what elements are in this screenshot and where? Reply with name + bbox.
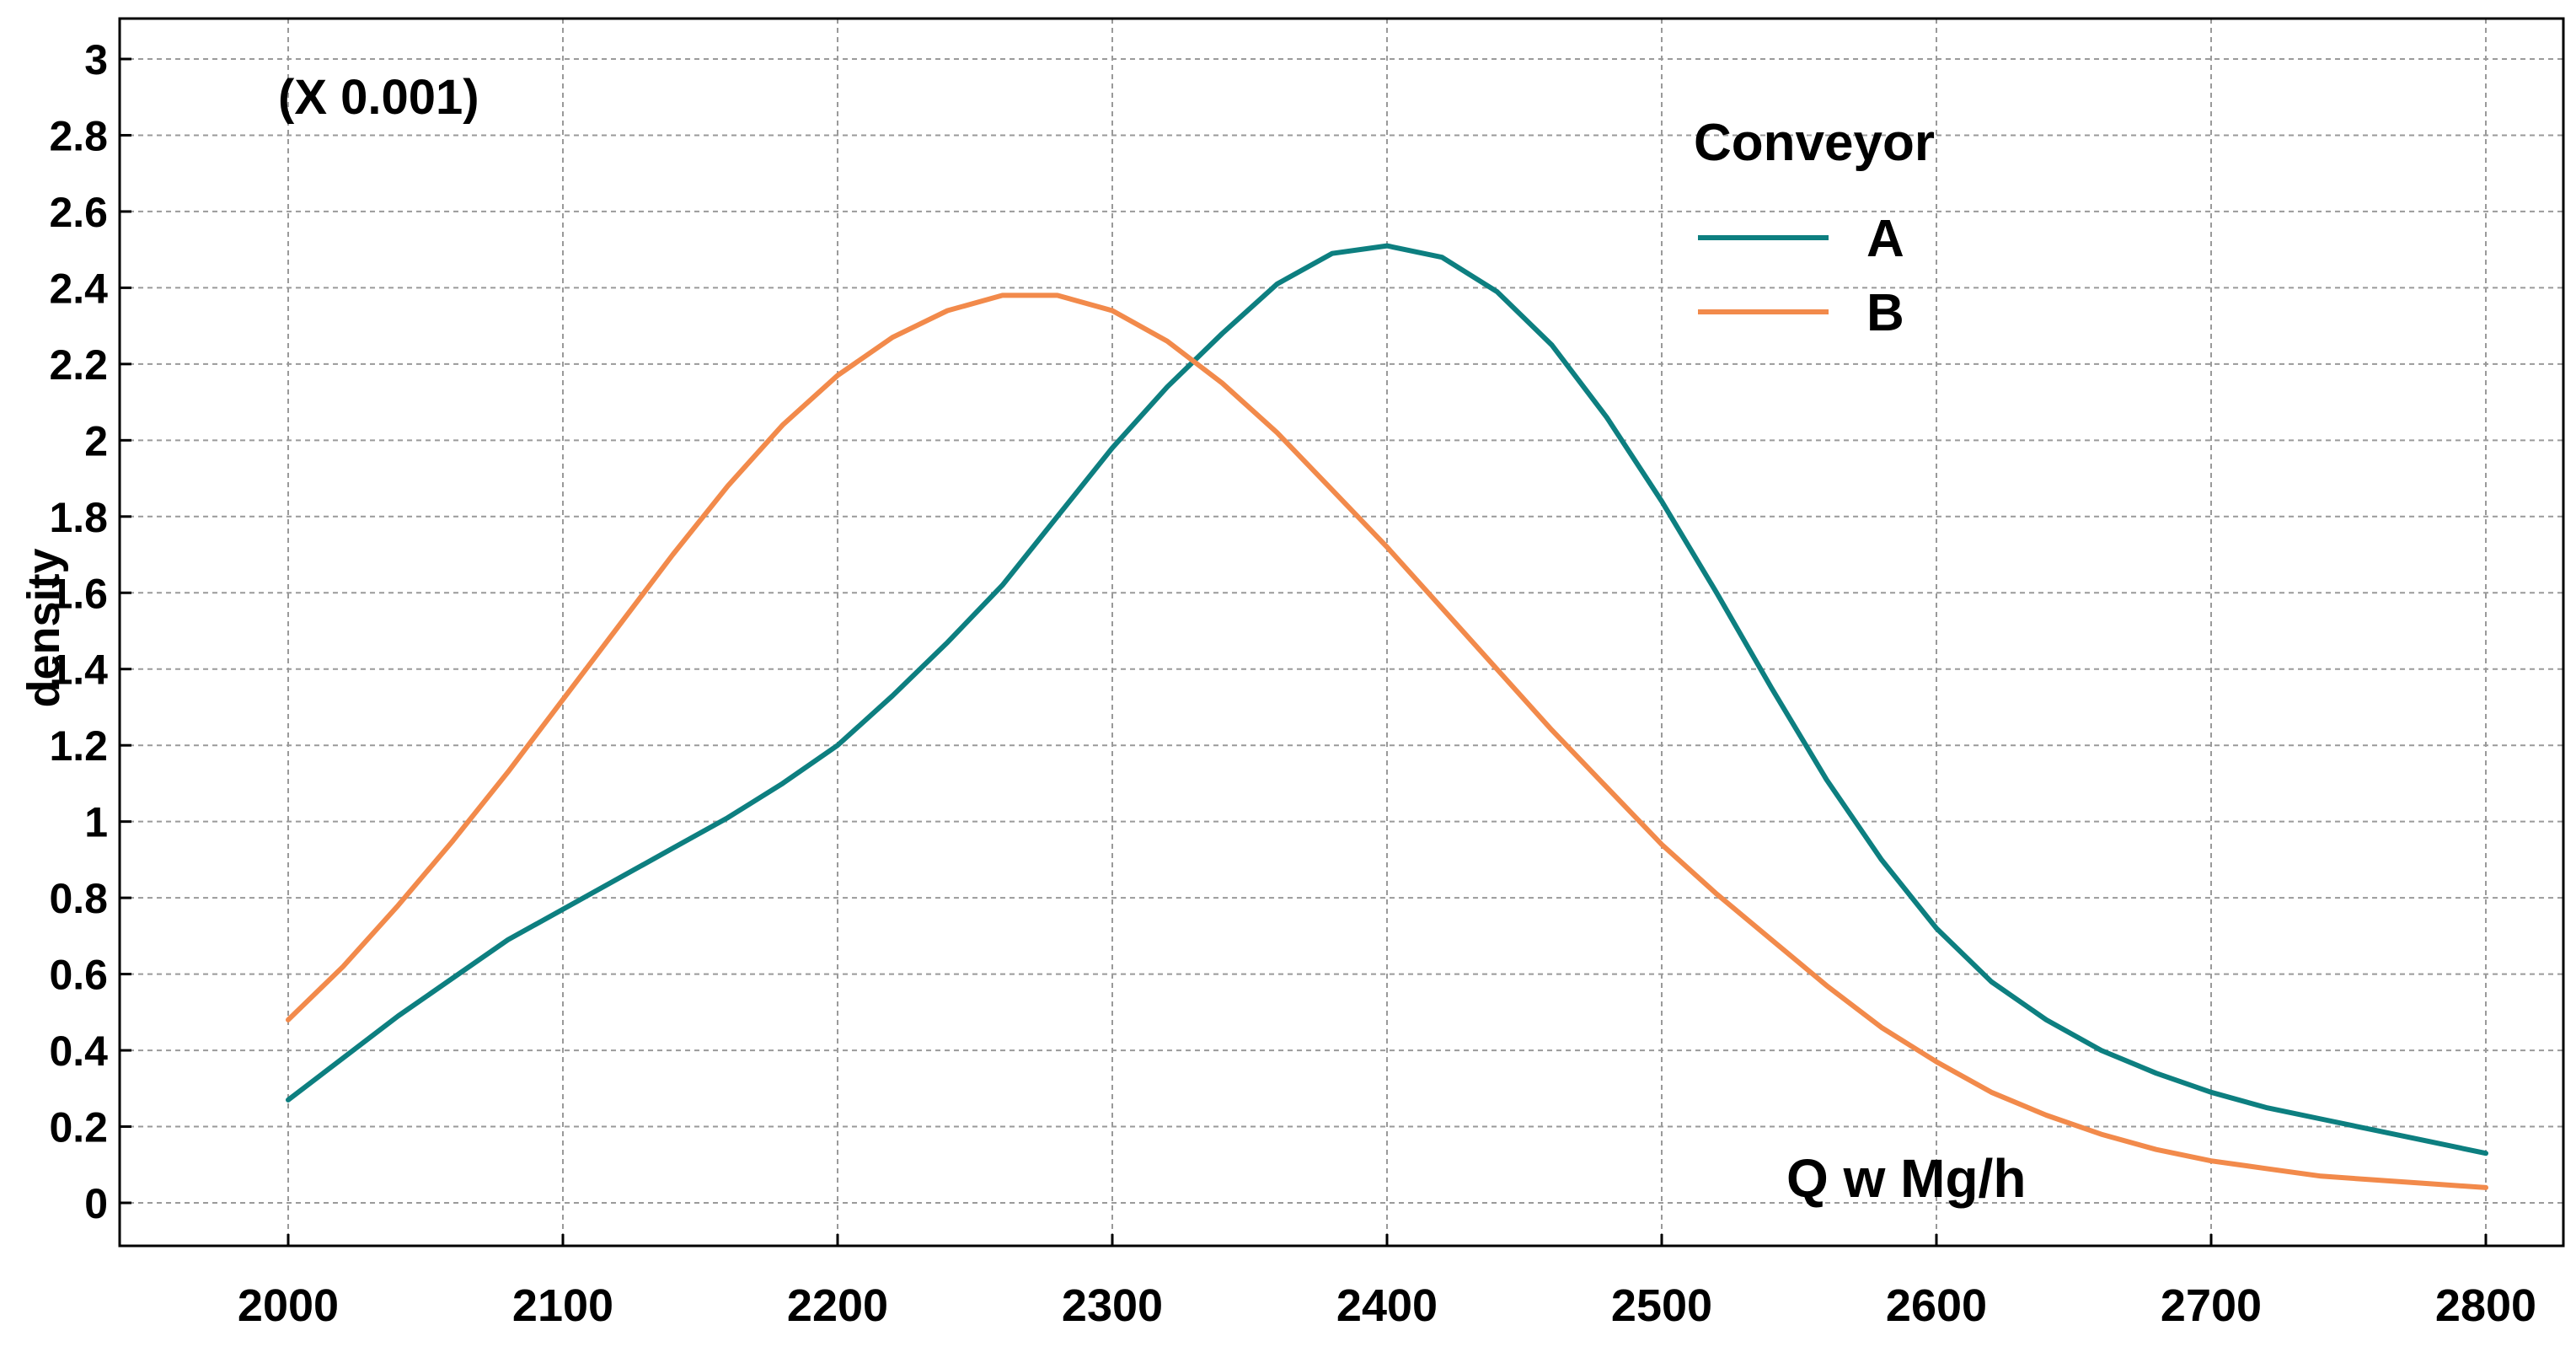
series-lines	[286, 243, 2488, 1190]
x-tick-label: 2100	[512, 1280, 613, 1331]
x-tick-label: 2500	[1611, 1280, 1712, 1331]
x-tick-label: 2000	[238, 1280, 339, 1331]
y-scale-note: (X 0.001)	[278, 70, 479, 125]
legend-label-b: B	[1866, 284, 1904, 342]
legend: Conveyor A B	[1694, 114, 1935, 342]
y-tick-label: 1.6	[49, 570, 108, 617]
y-tick-label: 1.4	[49, 647, 108, 694]
y-tick-label: 0	[84, 1180, 108, 1227]
x-axis-ticks: 2000 2100 2200 2300 2400 2500 2600 2700 2800	[238, 1234, 2536, 1331]
y-tick-label: 0.6	[49, 952, 108, 999]
y-tick-label: 0.2	[49, 1104, 108, 1151]
grid-lines	[120, 19, 2563, 1246]
y-tick-label: 1.8	[49, 494, 108, 541]
legend-title: Conveyor	[1694, 114, 1935, 172]
y-tick-label: 1.2	[49, 722, 108, 770]
y-tick-label: 2.8	[49, 112, 108, 159]
plot-frame	[118, 17, 2565, 1248]
y-tick-label: 2	[84, 417, 108, 464]
x-tick-label: 2800	[2435, 1280, 2536, 1331]
legend-label-a: A	[1866, 210, 1904, 268]
y-tick-label: 2.4	[49, 265, 108, 312]
x-axis-label: Q w Mg/h	[1786, 1148, 2026, 1209]
series-line-a	[286, 243, 2488, 1156]
x-tick-label: 2400	[1336, 1280, 1438, 1331]
y-tick-label: 2.6	[49, 189, 108, 236]
y-tick-label: 0.4	[49, 1028, 108, 1075]
y-tick-label: 2.2	[49, 341, 108, 389]
y-tick-label: 0.8	[49, 875, 108, 922]
y-axis-label: density	[19, 548, 69, 707]
x-tick-label: 2300	[1062, 1280, 1163, 1331]
y-tick-label: 3	[84, 36, 108, 83]
series-line-b	[286, 292, 2488, 1190]
x-tick-label: 2600	[1886, 1280, 1987, 1331]
x-tick-label: 2700	[2161, 1280, 2262, 1331]
y-tick-label: 1	[84, 799, 108, 846]
x-tick-label: 2200	[787, 1280, 888, 1331]
y-axis-ticks: 0 0.2 0.4 0.6 0.8 1 1.2 1.4 1.6 1.8 2 2.2 2.4 2.6 2.8 3	[49, 36, 131, 1227]
